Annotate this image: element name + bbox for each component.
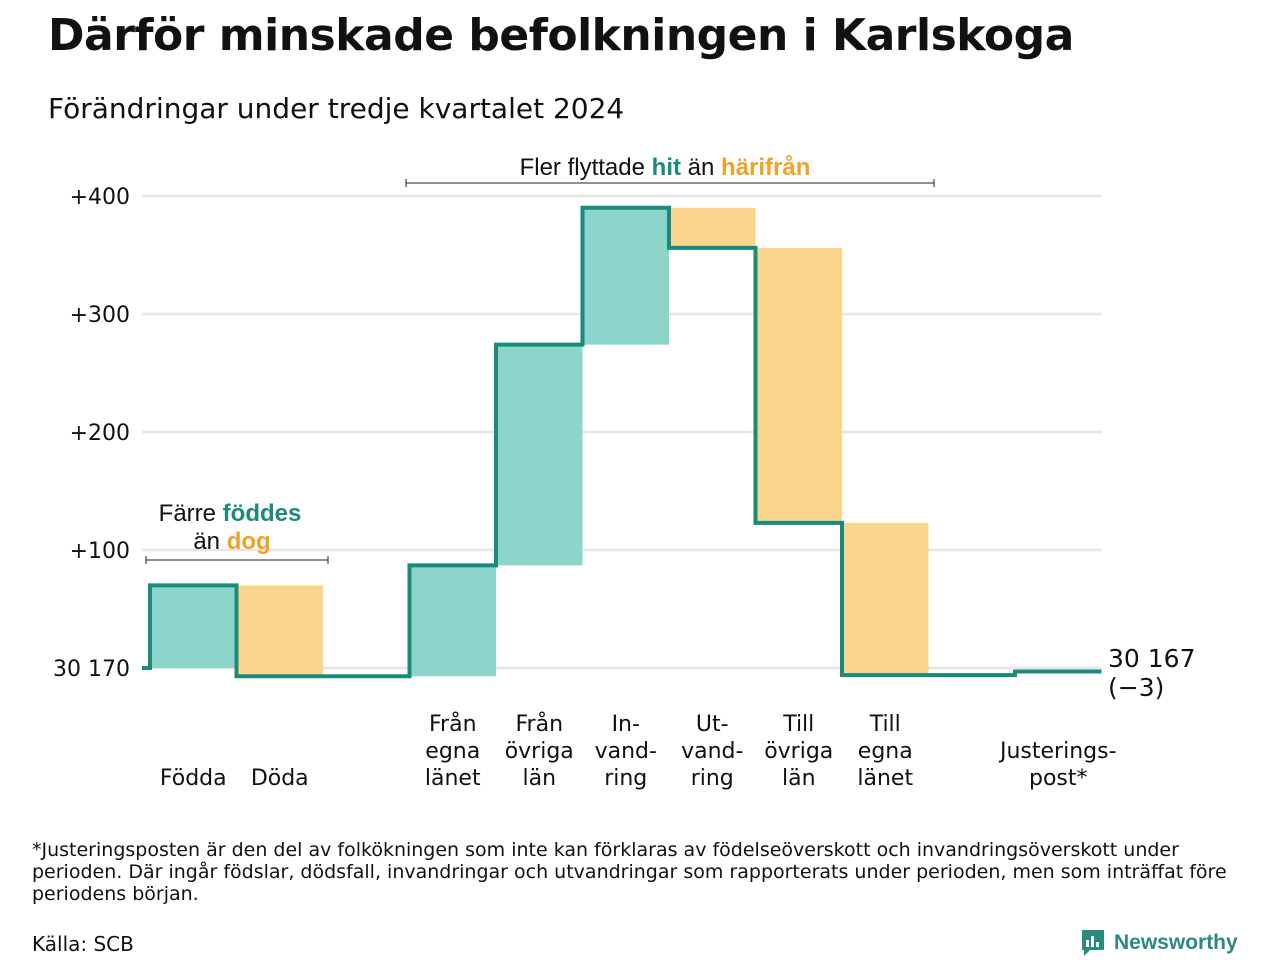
svg-text:Färre föddes: Färre föddes [159,500,302,527]
migration-annotation-middle: än [688,154,715,181]
x-tick-label: Födda [160,766,227,791]
x-tick-label: vand- [681,739,743,764]
chart-title: Därför minskade befolkningen i Karlskoga [48,10,1074,61]
x-tick-label: ring [604,766,647,791]
x-tick-label: Döda [251,766,309,791]
x-axis-labels: Födda DödaFrånegnalänetFrånövrigalänIn-va… [160,711,1117,791]
migration-annotation-highlight-harifran: härifrån [721,154,810,181]
end-change-label: (−3) [1108,673,1164,702]
brand-logo: Newsworthy [1080,928,1238,958]
bar-decrease [755,247,842,523]
brand-name: Newsworthy [1114,931,1238,954]
y-axis-ticks: 30 170 +100 +200 +300 +400 [53,185,130,682]
x-tick-label: länet [425,766,481,791]
x-tick-label: ring [691,766,734,791]
x-tick-label: Till [869,712,901,737]
x-tick-label: post* [1029,766,1088,791]
x-tick-label: Justerings- [998,739,1117,764]
chart-subtitle: Förändringar under tredje kvartalet 2024 [48,92,625,125]
bar-increase [409,565,496,677]
x-tick-label: övriga [505,739,574,764]
y-tick-label: +300 [70,303,130,328]
svg-text:Fler flyttade hit: Fler flyttade hit än härifrån [520,154,811,181]
births-annotation-highlight2: dog [227,528,271,555]
x-tick-label: län [522,766,556,791]
newsworthy-logo-icon [1082,930,1104,956]
x-tick-label: vand- [595,739,657,764]
y-tick-label: 30 170 [53,657,130,682]
migration-annotation-highlight-hit: hit [652,154,681,181]
footnote: *Justeringsposten är den del av folkökni… [32,839,1227,905]
bar-increase [582,207,669,345]
y-tick-label: +100 [70,539,130,564]
bar-increase [496,344,583,566]
x-tick-label: Från [429,711,477,737]
migration-annotation: Fler flyttade hit än härifrån [405,154,935,187]
x-tick-label: egna [858,739,913,764]
births-annotation-prefix2: än [193,528,220,555]
births-annotation: Färre föddes än dog [145,500,329,564]
x-tick-label: länet [857,766,913,791]
x-tick-label: län [782,766,816,791]
x-tick-label: Från [515,711,563,737]
migration-annotation-prefix: Fler flyttade [520,154,645,181]
waterfall-chart: 30 170+100+200+300+400 Födda DödaFrånegna… [53,154,1195,791]
x-tick-label: In- [612,712,640,737]
step-line [142,205,1102,679]
source-label: Källa: SCB [32,932,134,956]
bar-decrease [236,585,323,677]
x-tick-label: egna [425,739,480,764]
bar-increase [150,585,237,668]
y-tick-label: +400 [70,185,130,210]
births-annotation-prefix: Färre [159,500,216,527]
bar-decrease [842,522,929,676]
x-tick-label: övriga [764,739,833,764]
x-tick-label: Till [782,712,814,737]
bar-decrease [669,207,756,248]
y-tick-label: +200 [70,421,130,446]
x-tick-label: Ut- [696,712,729,737]
bars [150,207,929,677]
births-annotation-highlight: föddes [223,500,302,527]
svg-text:än dog: än dog [193,528,270,555]
end-value-label: 30 167 [1108,644,1195,673]
